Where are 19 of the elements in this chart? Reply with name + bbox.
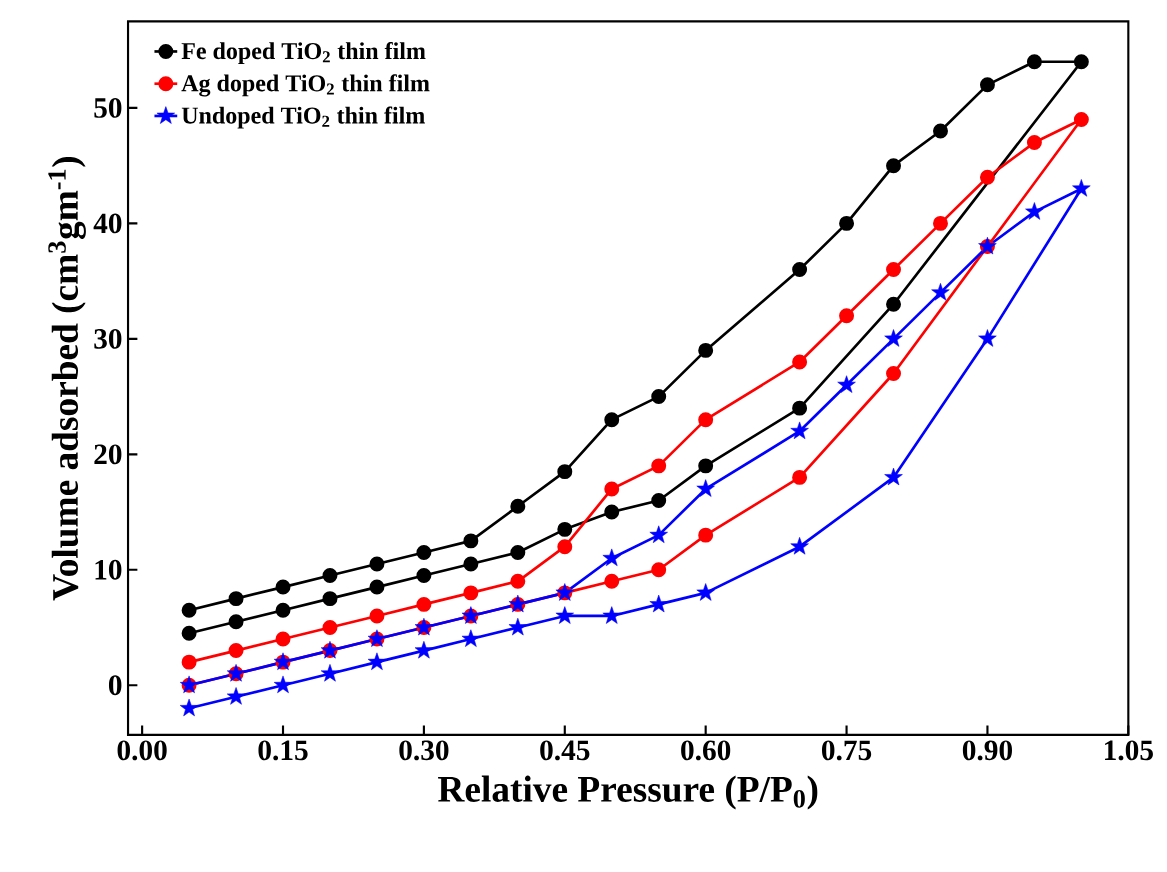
x-tick-label: 0.60 [681, 740, 731, 761]
legend-label: Undoped TiO$_{2}$ thin film [181, 106, 425, 129]
y-tick-label: 40 [93, 213, 122, 234]
x-tick-label: 0.90 [962, 740, 1013, 761]
y-tick-label: 0 [108, 675, 122, 696]
x-tick-label: 0.75 [822, 740, 872, 761]
x-tick-label: 0.15 [258, 740, 308, 761]
x-tick-label: 0.00 [117, 740, 167, 761]
y-tick-label: 30 [94, 328, 122, 349]
y-tick-label: 50 [94, 97, 122, 118]
x-axis-title: Relative Pressure (P/P$_{0}$) [438, 775, 818, 810]
y-axis-title: Volume adsorbed (cm$^{3}$gm$^{-1}$) [48, 156, 86, 601]
legend-label: Fe doped TiO$_{2}$ thin film [181, 41, 426, 64]
x-tick-label: 0.30 [399, 740, 449, 761]
legend-label: Ag doped TiO$_{2}$ thin film [181, 74, 430, 97]
y-tick-label: 10 [95, 559, 122, 580]
x-tick-label: 0.45 [540, 740, 590, 761]
y-tick-label: 20 [94, 444, 122, 465]
x-tick-label: 1.05 [1105, 740, 1153, 761]
